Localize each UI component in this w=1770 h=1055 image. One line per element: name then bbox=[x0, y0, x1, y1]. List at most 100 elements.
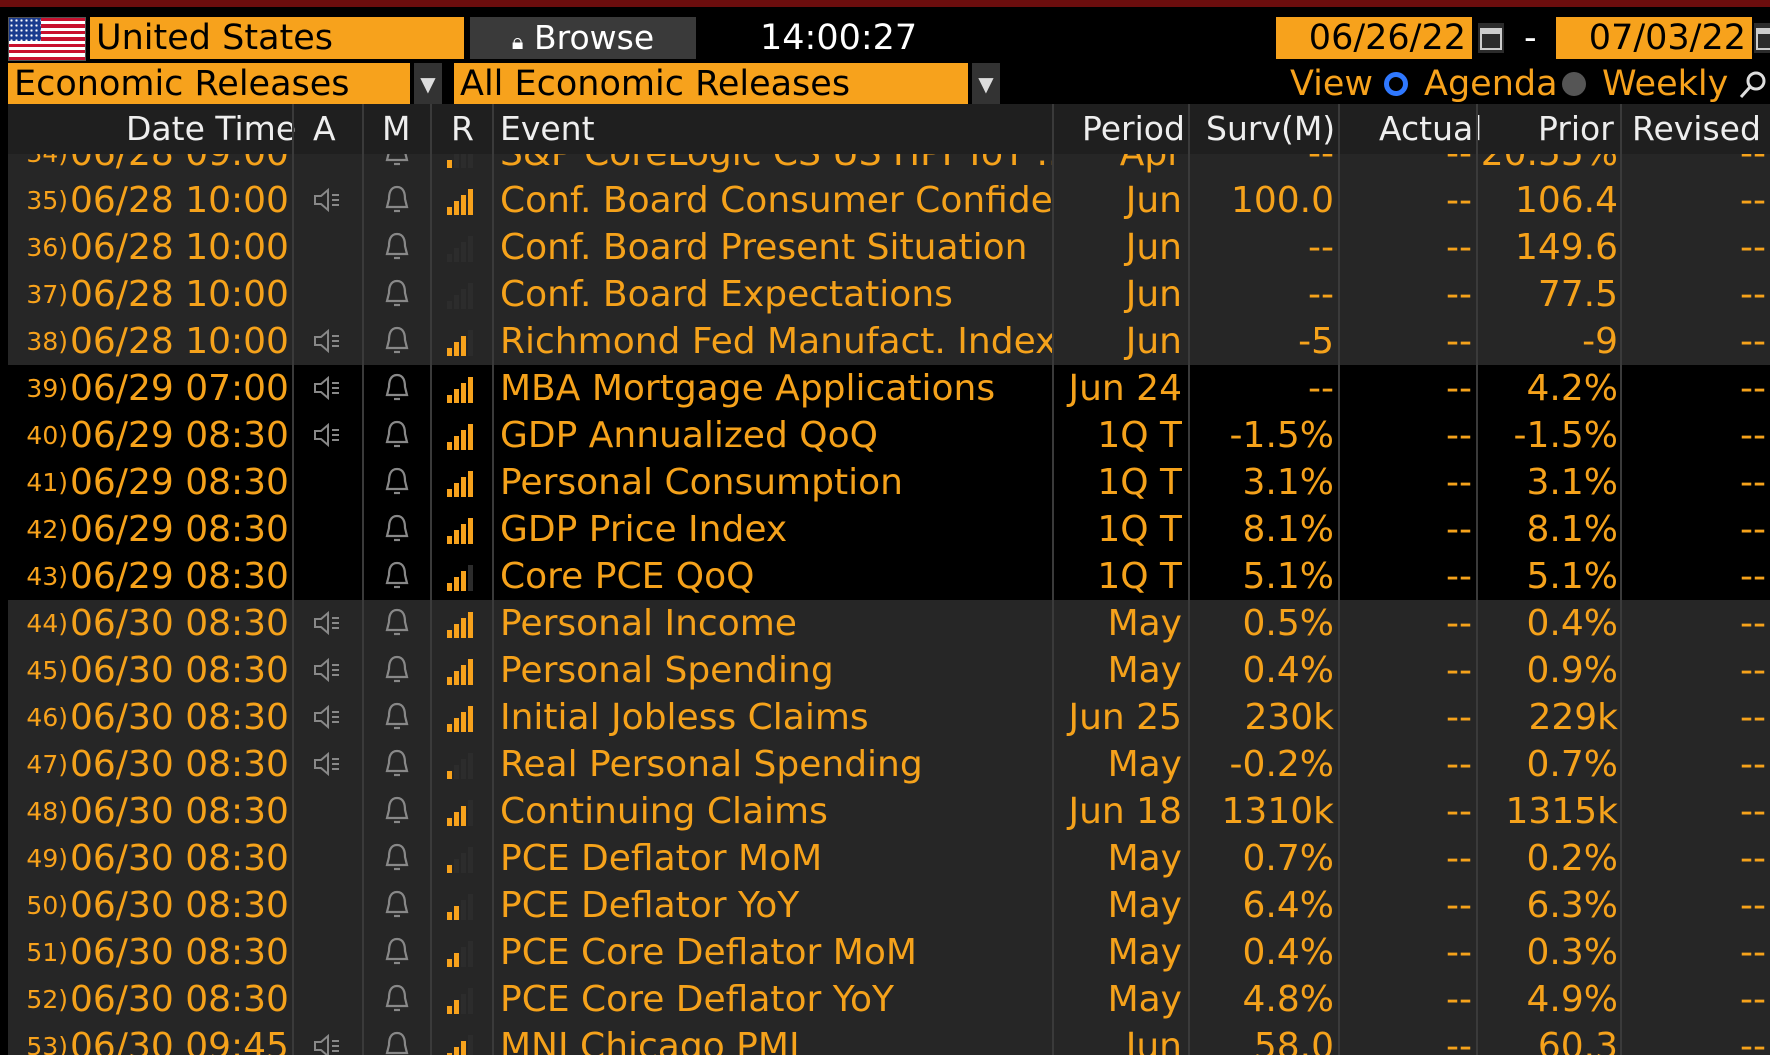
col-prior[interactable]: Prior bbox=[1538, 109, 1614, 148]
date-to-field[interactable]: 07/03/22 bbox=[1556, 17, 1752, 59]
row-event[interactable]: Continuing Claims bbox=[500, 791, 828, 832]
table-row[interactable]: 34)06/28 09:00Apr----20.55%--S&P CoreLog… bbox=[8, 154, 1770, 177]
speaker-icon[interactable] bbox=[302, 177, 352, 224]
bell-icon[interactable] bbox=[370, 647, 424, 694]
table-row[interactable]: 46) 06/30 08:30 Jun 25 230k -- 229k -- Initial … bbox=[8, 694, 1770, 741]
bell-icon[interactable] bbox=[370, 154, 424, 177]
col-datetime[interactable]: Date Time bbox=[126, 109, 297, 148]
row-event[interactable]: Richmond Fed Manufact. Index bbox=[500, 321, 1052, 362]
table-row[interactable]: 48) 06/30 08:30 Jun 18 1310k -- 1315k -- Contin… bbox=[8, 788, 1770, 835]
chevron-down-icon[interactable]: ▼ bbox=[972, 63, 1000, 105]
table-row[interactable]: 50) 06/30 08:30 May 6.4% -- 6.3% -- PCE Deflato… bbox=[8, 882, 1770, 929]
col-relevance[interactable]: R bbox=[451, 109, 474, 148]
bell-icon[interactable] bbox=[370, 224, 424, 271]
agenda-label[interactable]: Agenda bbox=[1424, 64, 1558, 104]
bell-icon[interactable] bbox=[370, 976, 424, 1023]
bell-icon[interactable] bbox=[370, 929, 424, 976]
row-event[interactable]: Personal Consumption bbox=[500, 462, 903, 503]
col-actual[interactable]: Actual bbox=[1379, 109, 1483, 148]
us-flag-icon[interactable] bbox=[8, 17, 86, 61]
bell-icon[interactable] bbox=[370, 882, 424, 929]
bell-icon[interactable] bbox=[370, 788, 424, 835]
row-event[interactable]: Conf. Board Expectations bbox=[500, 274, 953, 315]
bell-icon[interactable] bbox=[370, 741, 424, 788]
browse-button[interactable]: 🔒︎ Browse bbox=[470, 17, 696, 59]
date-from-field[interactable]: 06/26/22 bbox=[1276, 17, 1472, 59]
table-row[interactable]: 37) 06/28 10:00 Jun -- -- 77.5 -- Conf. Board E… bbox=[8, 271, 1770, 318]
table-row[interactable]: 49) 06/30 08:30 May 0.7% -- 0.2% -- PCE Deflato… bbox=[8, 835, 1770, 882]
table-row[interactable]: 38) 06/28 10:00 Jun -5 -- -9 -- Richmond Fed Ma… bbox=[8, 318, 1770, 365]
row-event[interactable]: S&P CoreLogic CS US HPI YoY ... bbox=[500, 154, 1052, 177]
bell-icon[interactable] bbox=[370, 177, 424, 224]
bell-icon[interactable] bbox=[370, 271, 424, 318]
bell-icon[interactable] bbox=[370, 459, 424, 506]
category-dropdown[interactable]: Economic Releases bbox=[8, 63, 410, 105]
search-icon[interactable] bbox=[1736, 63, 1770, 105]
table-row[interactable]: 52) 06/30 08:30 May 4.8% -- 4.9% -- PCE Core De… bbox=[8, 976, 1770, 1023]
table-row[interactable]: 51) 06/30 08:30 May 0.4% -- 0.3% -- PCE Core De… bbox=[8, 929, 1770, 976]
row-event[interactable]: Real Personal Spending bbox=[500, 744, 923, 785]
table-row[interactable]: 53) 06/30 09:45 Jun 58.0 -- 60.3 -- MNI Chicago… bbox=[8, 1023, 1770, 1055]
speaker-icon[interactable] bbox=[302, 694, 352, 741]
speaker-icon[interactable] bbox=[302, 1023, 352, 1055]
speaker-icon[interactable] bbox=[302, 365, 352, 412]
table-row[interactable]: 35) 06/28 10:00 Jun 100.0 -- 106.4 -- Conf. Boa… bbox=[8, 177, 1770, 224]
speaker-icon[interactable] bbox=[302, 412, 352, 459]
table-row[interactable]: 36) 06/28 10:00 Jun -- -- 149.6 -- Conf. Board … bbox=[8, 224, 1770, 271]
row-survey: 4.8% bbox=[1242, 979, 1334, 1020]
row-event[interactable]: PCE Core Deflator YoY bbox=[500, 979, 895, 1020]
speaker-icon[interactable] bbox=[302, 741, 352, 788]
bell-icon[interactable] bbox=[370, 553, 424, 600]
col-revised[interactable]: Revised bbox=[1632, 109, 1761, 148]
col-alert[interactable]: A bbox=[313, 109, 336, 148]
col-survey[interactable]: Surv(M) bbox=[1206, 109, 1336, 148]
speaker-icon[interactable] bbox=[302, 647, 352, 694]
bell-icon[interactable] bbox=[370, 412, 424, 459]
row-event[interactable]: Core PCE QoQ bbox=[500, 556, 755, 597]
bell-icon[interactable] bbox=[370, 694, 424, 741]
row-event[interactable]: Personal Income bbox=[500, 603, 797, 644]
table-row[interactable]: 45) 06/30 08:30 May 0.4% -- 0.9% -- Personal Sp… bbox=[8, 647, 1770, 694]
weekly-radio[interactable] bbox=[1562, 72, 1586, 96]
speaker-icon[interactable] bbox=[302, 318, 352, 365]
row-period: Jun bbox=[1125, 1026, 1182, 1055]
table-row[interactable]: 43) 06/29 08:30 1Q T 5.1% -- 5.1% -- Core PCE Q… bbox=[8, 553, 1770, 600]
row-event[interactable]: PCE Deflator MoM bbox=[500, 838, 823, 879]
table-row[interactable]: 40) 06/29 08:30 1Q T -1.5% -- -1.5% -- GDP Annu… bbox=[8, 412, 1770, 459]
calendar-icon[interactable] bbox=[1754, 23, 1770, 53]
bell-icon[interactable] bbox=[370, 835, 424, 882]
row-event[interactable]: Personal Spending bbox=[500, 650, 834, 691]
lock-icon: 🔒︎ bbox=[511, 30, 524, 55]
row-period: May bbox=[1107, 744, 1182, 785]
country-field[interactable]: United States bbox=[90, 17, 464, 59]
bell-icon[interactable] bbox=[370, 600, 424, 647]
table-row[interactable]: 44) 06/30 08:30 May 0.5% -- 0.4% -- Personal In… bbox=[8, 600, 1770, 647]
row-event[interactable]: GDP Annualized QoQ bbox=[500, 415, 878, 456]
row-event[interactable]: PCE Deflator YoY bbox=[500, 885, 800, 926]
bell-icon[interactable] bbox=[370, 506, 424, 553]
col-period[interactable]: Period bbox=[1082, 109, 1185, 148]
bell-icon[interactable] bbox=[370, 318, 424, 365]
filter-dropdown[interactable]: All Economic Releases bbox=[454, 63, 968, 105]
speaker-icon[interactable] bbox=[302, 600, 352, 647]
bell-icon[interactable] bbox=[370, 365, 424, 412]
row-event[interactable]: PCE Core Deflator MoM bbox=[500, 932, 917, 973]
row-event[interactable]: Conf. Board Present Situation bbox=[500, 227, 1028, 268]
row-event[interactable]: Initial Jobless Claims bbox=[500, 697, 869, 738]
col-event[interactable]: Event bbox=[500, 109, 595, 148]
col-monitor[interactable]: M bbox=[382, 109, 411, 148]
row-period: May bbox=[1107, 650, 1182, 691]
row-event[interactable]: MBA Mortgage Applications bbox=[500, 368, 996, 409]
row-event[interactable]: MNI Chicago PMI bbox=[500, 1026, 800, 1055]
bell-icon[interactable] bbox=[370, 1023, 424, 1055]
row-event[interactable]: Conf. Board Consumer Confide... bbox=[500, 180, 1052, 221]
agenda-radio[interactable] bbox=[1384, 72, 1408, 96]
row-event[interactable]: GDP Price Index bbox=[500, 509, 788, 550]
weekly-label[interactable]: Weekly bbox=[1602, 64, 1729, 104]
table-row[interactable]: 41) 06/29 08:30 1Q T 3.1% -- 3.1% -- Personal C… bbox=[8, 459, 1770, 506]
table-row[interactable]: 39) 06/29 07:00 Jun 24 -- -- 4.2% -- MBA Mortga… bbox=[8, 365, 1770, 412]
table-row[interactable]: 42) 06/29 08:30 1Q T 8.1% -- 8.1% -- GDP Price … bbox=[8, 506, 1770, 553]
table-row[interactable]: 47) 06/30 08:30 May -0.2% -- 0.7% -- Real Perso… bbox=[8, 741, 1770, 788]
chevron-down-icon[interactable]: ▼ bbox=[414, 63, 442, 105]
calendar-icon[interactable] bbox=[1478, 23, 1504, 53]
